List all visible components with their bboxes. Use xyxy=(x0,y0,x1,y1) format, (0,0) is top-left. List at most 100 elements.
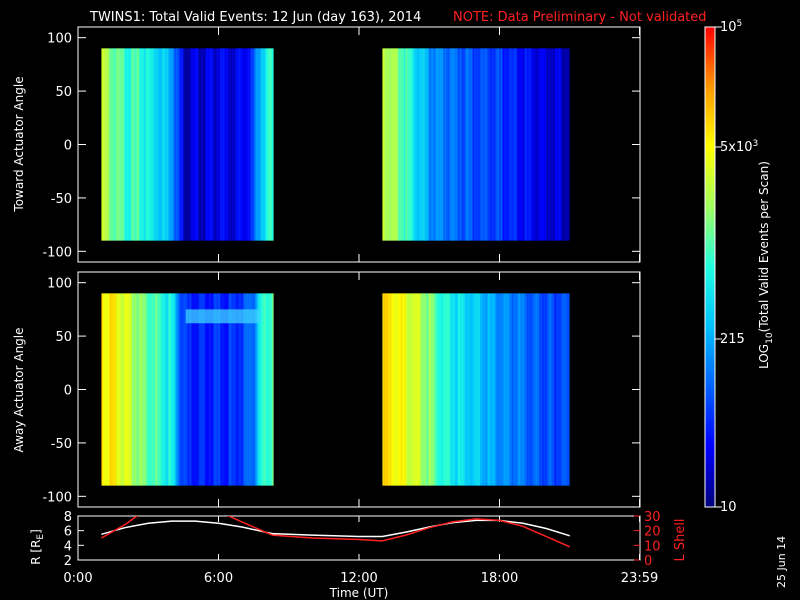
spectrogram-column xyxy=(531,48,533,241)
spectrogram-column xyxy=(409,48,411,241)
away-angle-panel: 100 50 0 -50 -100 Away Actuator Angle xyxy=(12,271,641,508)
spectrogram-column xyxy=(408,48,410,241)
spectrogram-column xyxy=(227,48,229,241)
spectrogram-column xyxy=(168,48,170,241)
spectrogram-column xyxy=(152,293,154,486)
spectrogram-column xyxy=(179,48,181,241)
away-spectrogram xyxy=(101,293,570,486)
spectrogram-column xyxy=(142,293,144,486)
spectrogram-column xyxy=(440,48,442,241)
spectrogram-column xyxy=(391,48,393,241)
spectrogram-column xyxy=(393,293,395,486)
spectrogram-column xyxy=(170,48,172,241)
spectrogram-column xyxy=(457,293,459,486)
spectrogram-column xyxy=(192,293,194,486)
spectrogram-column xyxy=(113,48,115,241)
spectrogram-column xyxy=(546,293,548,486)
spectrogram-column xyxy=(258,293,260,486)
spectrogram-column xyxy=(125,293,127,486)
y-tick-label: 100 xyxy=(47,32,72,47)
spectrogram-column xyxy=(215,293,217,486)
spectrogram-column xyxy=(541,48,543,241)
spectrogram-column xyxy=(454,293,456,486)
spectrogram-column xyxy=(167,48,169,241)
spectrogram-column xyxy=(567,293,569,486)
spectrogram-column xyxy=(435,293,437,486)
preliminary-note: NOTE: Data Preliminary - Not validated xyxy=(453,10,707,25)
spectrogram-column xyxy=(551,48,553,241)
spectrogram-column xyxy=(436,48,438,241)
spectrogram-column xyxy=(111,48,113,241)
spectrogram-column xyxy=(548,48,550,241)
spectrogram-column xyxy=(271,48,273,241)
spectrogram-column xyxy=(241,48,243,241)
spectrogram-column xyxy=(471,48,473,241)
spectrogram-column xyxy=(225,293,227,486)
spectrogram-column xyxy=(166,293,168,486)
spectrogram-column xyxy=(242,48,244,241)
spectrogram-column xyxy=(145,48,147,241)
spectrogram-column xyxy=(115,293,117,486)
spectrogram-column xyxy=(442,48,444,241)
spectrogram-column xyxy=(221,48,223,241)
spectrogram-column xyxy=(526,293,528,486)
y-tick-label: -100 xyxy=(42,245,72,260)
spectrogram-column xyxy=(478,293,480,486)
colorbar-tick-label: 10 xyxy=(720,500,737,515)
spectrogram-column xyxy=(461,48,463,241)
spectrogram-column xyxy=(423,48,425,241)
spectrogram-column xyxy=(137,293,139,486)
spectrogram-column xyxy=(397,293,399,486)
spectrogram-column xyxy=(262,293,264,486)
spectrogram-column xyxy=(207,293,209,486)
spectrogram-column xyxy=(464,293,466,486)
spectrogram-column xyxy=(126,293,128,486)
spectrogram-column xyxy=(524,48,526,241)
y-tick-label: 4 xyxy=(64,539,72,554)
spectrogram-column xyxy=(209,48,211,241)
spectrogram-column xyxy=(547,293,549,486)
spectrogram-column xyxy=(172,48,174,241)
spectrogram-column xyxy=(479,48,481,241)
spectrogram-column xyxy=(403,48,405,241)
spectrogram-column xyxy=(121,48,123,241)
spectrogram-column xyxy=(205,293,207,486)
spectrogram-column xyxy=(109,48,111,241)
spectrogram-column xyxy=(430,48,432,241)
spectrogram-column xyxy=(146,293,148,486)
spectrogram-column xyxy=(497,293,499,486)
spectrogram-column xyxy=(200,293,202,486)
y-tick-label: 100 xyxy=(47,277,72,292)
spectrogram-column xyxy=(115,48,117,241)
spectrogram-column xyxy=(248,48,250,241)
spectrogram-column xyxy=(192,48,194,241)
spectrogram-column xyxy=(506,293,508,486)
spectrogram-column xyxy=(556,48,558,241)
spectrogram-column xyxy=(519,293,521,486)
spectrogram-column xyxy=(547,48,549,241)
spectrogram-column xyxy=(263,48,265,241)
spectrogram-column xyxy=(494,48,496,241)
spectrogram-column xyxy=(530,48,532,241)
spectrogram-column xyxy=(187,48,189,241)
spectrogram-column xyxy=(165,48,167,241)
spectrogram-column xyxy=(396,48,398,241)
spectrogram-column xyxy=(106,48,108,241)
spectrogram-column xyxy=(260,48,262,241)
spectrogram-column xyxy=(501,293,503,486)
spectrogram-column xyxy=(199,48,201,241)
spectrogram-column xyxy=(385,48,387,241)
spectrogram-column xyxy=(560,293,562,486)
spectrogram-column xyxy=(189,293,191,486)
spectrogram-column xyxy=(410,48,412,241)
spectrogram-column xyxy=(251,293,253,486)
spectrogram-column xyxy=(188,48,190,241)
spectrogram-column xyxy=(445,48,447,241)
spectrogram-column xyxy=(245,48,247,241)
spectrogram-column xyxy=(253,293,255,486)
spectrogram-column xyxy=(540,293,542,486)
spectrogram-column xyxy=(551,293,553,486)
spectrogram-column xyxy=(559,48,561,241)
spectrogram-column xyxy=(440,293,442,486)
spectrogram-column xyxy=(218,293,220,486)
